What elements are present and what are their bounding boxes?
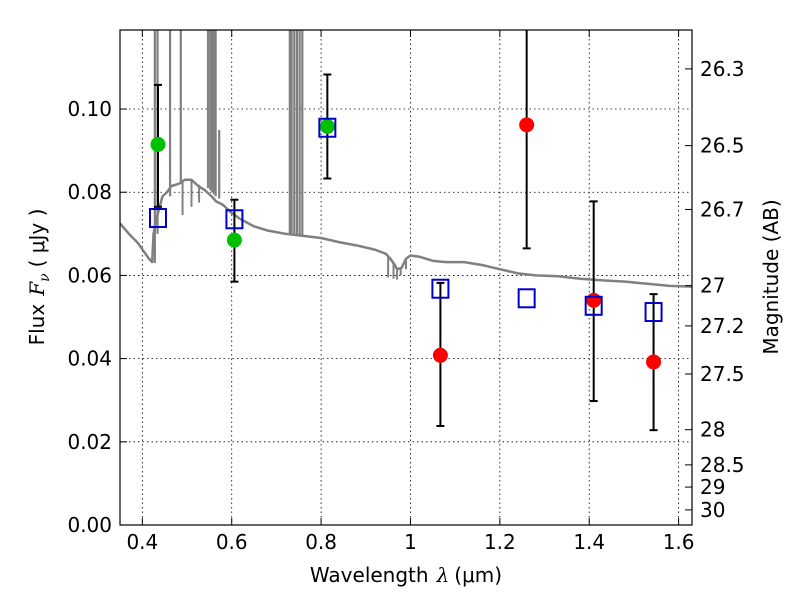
axis-ticks: 0.4 0.6 0.8 1 1.2 1.4 1.6 0.00 0.02 0.04 0.06 0.08 0… — [67, 30, 745, 554]
x-axis-label: Wavelength λ (μm) — [310, 563, 502, 587]
model-box — [431, 278, 450, 299]
x-tick-label: 0.4 — [126, 530, 158, 554]
x-axis-label-main: Wavelength — [310, 563, 429, 587]
y-axis-label: Flux Fν ( μJy ) — [25, 209, 53, 346]
red-data-point — [646, 354, 662, 370]
mag-tick-label: 26.3 — [700, 57, 745, 81]
mag-tick-label: 27.5 — [700, 362, 745, 386]
red-data-point — [432, 347, 448, 363]
y-axis-label-symbol: F — [25, 281, 49, 297]
model-box — [644, 302, 663, 323]
y-tick-label: 0.00 — [67, 513, 112, 537]
red-data-point — [586, 292, 602, 308]
y-axis-label-main: Flux — [25, 304, 49, 346]
y-tick-label: 0.04 — [67, 347, 112, 371]
y-tick-label: 0.02 — [67, 430, 112, 454]
green-data-point — [150, 136, 166, 152]
x-axis-label-unit: (μm) — [454, 563, 502, 587]
model-box — [584, 295, 603, 316]
mag-tick-label: 26.5 — [700, 134, 745, 158]
x-tick-label: 1.6 — [663, 530, 695, 554]
x-tick-label: 0.8 — [305, 530, 337, 554]
y-tick-label: 0.10 — [67, 97, 112, 121]
green-data-point — [319, 119, 335, 135]
y-tick-label: 0.08 — [67, 180, 112, 204]
mag-tick-label: 29 — [700, 475, 725, 499]
mag-tick-label: 28 — [700, 418, 725, 442]
mag-tick-label: 27.2 — [700, 314, 745, 338]
model-photometry-boxes — [148, 117, 663, 323]
x-tick-label: 1 — [404, 530, 417, 554]
green-data-point — [226, 232, 242, 248]
spectrum-line — [120, 178, 692, 288]
model-box — [148, 208, 167, 229]
y-axis-label-unit: ( μJy ) — [25, 209, 49, 268]
model-box — [517, 288, 536, 309]
x-tick-label: 1.2 — [484, 530, 516, 554]
mag-tick-label: 30 — [700, 498, 725, 522]
y-tick-label: 0.06 — [67, 263, 112, 287]
mag-tick-label: 28.5 — [700, 453, 745, 477]
right-axis-label: Magnitude (AB) — [759, 199, 783, 354]
y-axis-label-sub: ν — [37, 273, 53, 282]
x-axis-label-symbol: λ — [436, 563, 450, 587]
data-points — [150, 117, 662, 370]
x-tick-label: 1.4 — [573, 530, 605, 554]
model-box — [318, 117, 337, 138]
x-tick-label: 0.6 — [216, 530, 248, 554]
plot-frame — [119, 29, 693, 526]
model-box — [225, 209, 244, 230]
mag-tick-label: 27 — [700, 274, 725, 298]
red-data-point — [519, 117, 535, 133]
mag-tick-label: 26.7 — [700, 197, 745, 221]
